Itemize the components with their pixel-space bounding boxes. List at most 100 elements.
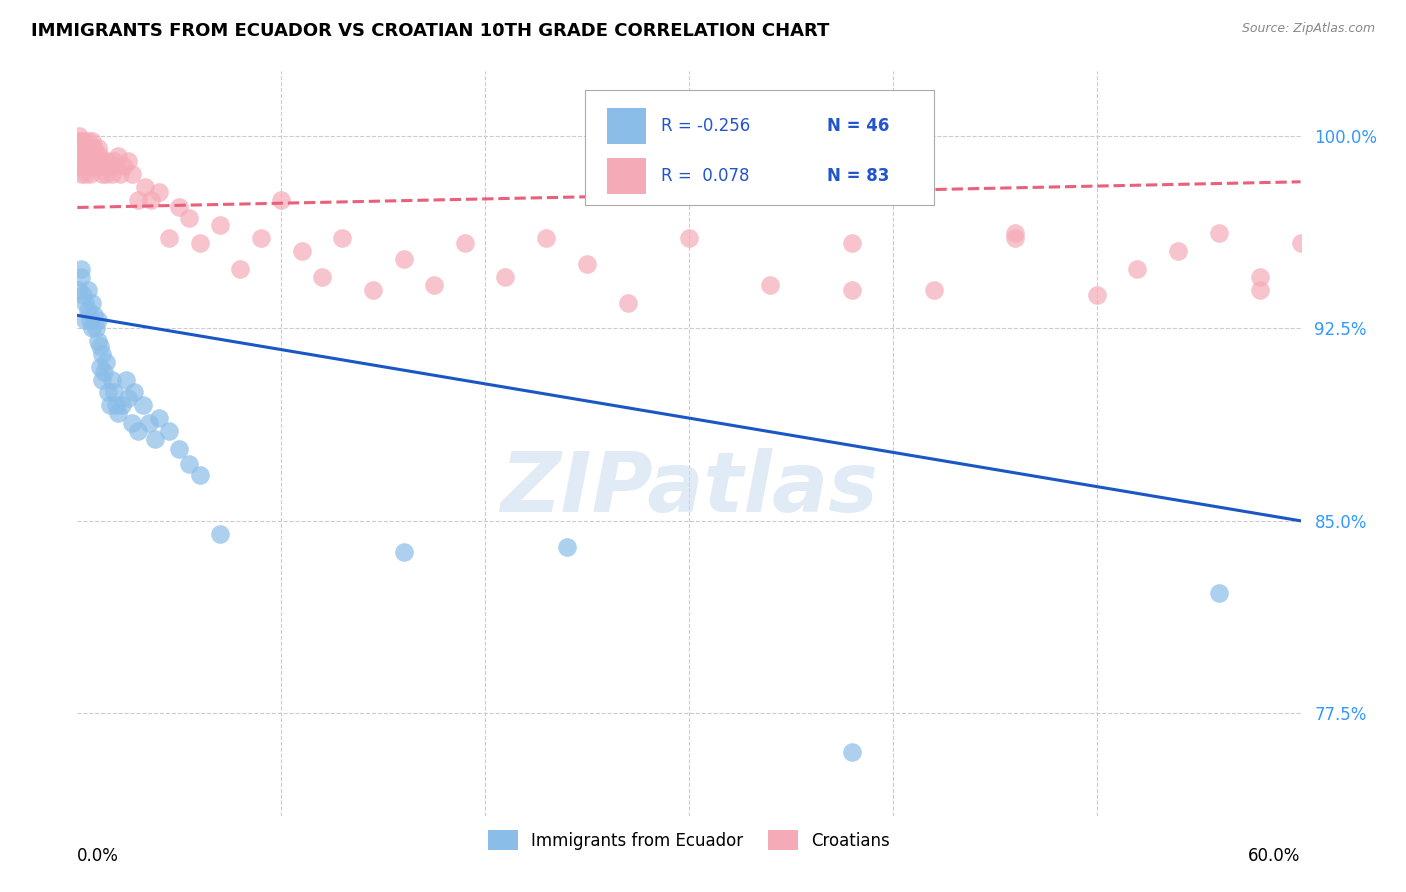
Point <box>121 167 143 181</box>
Point <box>83 141 105 155</box>
Point <box>67 141 90 155</box>
Point <box>188 467 211 482</box>
Point <box>250 231 273 245</box>
Point <box>101 167 124 181</box>
Point <box>1085 287 1108 301</box>
Point <box>89 359 111 374</box>
Text: R =  0.078: R = 0.078 <box>661 167 749 185</box>
Point <box>67 134 90 148</box>
Point <box>188 236 211 251</box>
Point <box>94 354 117 368</box>
Point <box>112 160 135 174</box>
Point <box>841 236 863 251</box>
Point <box>131 398 153 412</box>
Point <box>87 334 110 348</box>
Point <box>94 167 117 181</box>
Point <box>157 231 180 245</box>
Point <box>79 167 101 181</box>
Point <box>208 526 231 541</box>
Point <box>80 295 103 310</box>
Point <box>134 180 156 194</box>
Point <box>76 134 98 148</box>
Point <box>105 398 128 412</box>
Text: N = 46: N = 46 <box>827 117 890 135</box>
Point <box>93 160 115 174</box>
Point <box>115 373 138 387</box>
Point <box>89 149 111 163</box>
Point <box>75 141 97 155</box>
Point <box>70 141 93 155</box>
Point <box>67 283 90 297</box>
Point <box>83 154 105 169</box>
Point <box>90 373 112 387</box>
Point <box>332 231 354 245</box>
Point <box>229 262 252 277</box>
Point <box>93 365 115 379</box>
Point <box>97 154 120 169</box>
Point <box>79 154 101 169</box>
Point <box>87 313 110 327</box>
Point <box>70 167 93 181</box>
Text: N = 83: N = 83 <box>827 167 890 185</box>
Point <box>72 134 94 148</box>
Point <box>1004 226 1026 240</box>
Point <box>759 277 782 292</box>
Point <box>617 295 640 310</box>
Text: 60.0%: 60.0% <box>1249 847 1301 865</box>
Point <box>75 295 97 310</box>
Point <box>117 391 139 405</box>
Text: 0.0%: 0.0% <box>77 847 120 865</box>
Point <box>84 321 107 335</box>
Text: R = -0.256: R = -0.256 <box>661 117 749 135</box>
Point <box>361 283 384 297</box>
Point <box>311 269 333 284</box>
Point <box>1208 585 1230 599</box>
Point <box>138 416 160 430</box>
Point <box>70 269 93 284</box>
Point <box>67 128 90 143</box>
Point <box>270 193 292 207</box>
Point <box>67 160 90 174</box>
Point <box>169 442 191 456</box>
Point <box>87 141 110 155</box>
Point <box>72 287 94 301</box>
Point <box>107 149 129 163</box>
Point <box>495 269 517 284</box>
Point <box>1208 226 1230 240</box>
Point <box>79 141 101 155</box>
Bar <box>607 158 647 194</box>
Point <box>1249 269 1271 284</box>
Point <box>101 373 124 387</box>
Point <box>89 339 111 353</box>
Text: Source: ZipAtlas.com: Source: ZipAtlas.com <box>1241 22 1375 36</box>
Point <box>97 385 120 400</box>
Point <box>87 154 110 169</box>
Point <box>534 231 557 245</box>
Point <box>75 313 97 327</box>
Point <box>72 160 94 174</box>
Point <box>76 303 98 318</box>
Point <box>70 262 93 277</box>
Point <box>83 309 105 323</box>
Point <box>80 134 103 148</box>
Point <box>84 149 107 163</box>
Point <box>1126 262 1149 277</box>
Point <box>111 398 134 412</box>
Point <box>105 160 128 174</box>
Point <box>121 416 143 430</box>
Point <box>841 283 863 297</box>
Point <box>169 201 191 215</box>
Point <box>1004 231 1026 245</box>
Point <box>107 406 129 420</box>
Point <box>1167 244 1189 259</box>
Point <box>108 167 131 181</box>
Point <box>148 185 170 199</box>
Point <box>841 745 863 759</box>
Point <box>148 411 170 425</box>
Point <box>1289 236 1312 251</box>
Point <box>127 193 149 207</box>
Point <box>75 167 97 181</box>
Text: IMMIGRANTS FROM ECUADOR VS CROATIAN 10TH GRADE CORRELATION CHART: IMMIGRANTS FROM ECUADOR VS CROATIAN 10TH… <box>31 22 830 40</box>
Point <box>179 211 201 225</box>
Point <box>70 134 93 148</box>
